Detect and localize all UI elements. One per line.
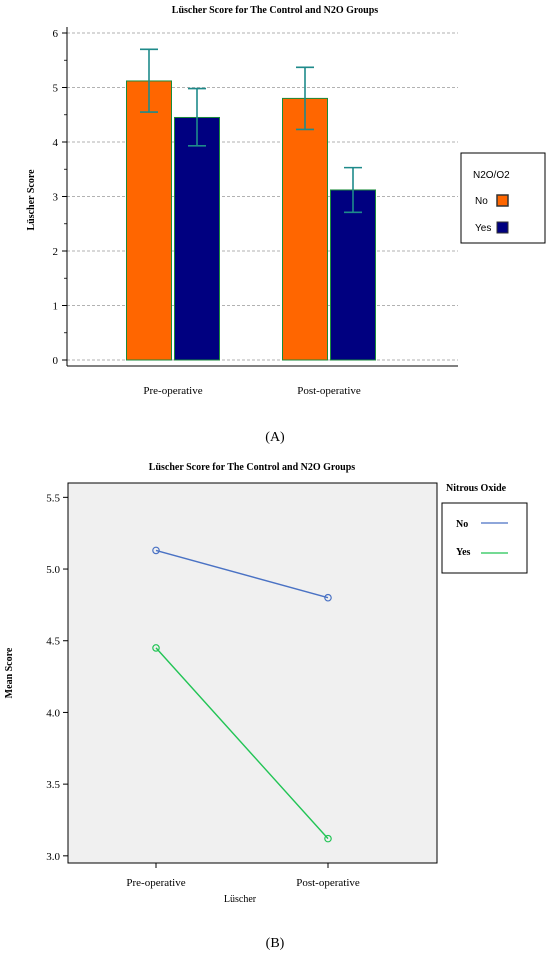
chart-b-series-lines	[155, 549, 329, 840]
chart-b-y-tick-label: 3.0	[46, 851, 60, 863]
chart-a-y-axis-label: Lüscher Score	[26, 169, 37, 231]
chart-b-title: Lüscher Score for The Control and N2O Gr…	[149, 462, 356, 473]
chart-b-line-yes	[155, 647, 329, 840]
chart-a-title: Lüscher Score for The Control and N2O Gr…	[172, 5, 379, 16]
chart-a-x-ticks: Pre-operative Post-operative	[143, 385, 361, 397]
chart-b-point-yes	[152, 644, 160, 652]
chart-a-bar-yes	[174, 116, 220, 361]
chart-b-panel-label: (B)	[266, 936, 285, 951]
chart-a-legend: N2O/O2 No Yes	[460, 152, 546, 244]
chart-a-x-tick-label: Post-operative	[297, 385, 361, 397]
chart-b-point-no	[324, 593, 332, 602]
line-chart: Lüscher Score for The Control and N2O Gr…	[4, 462, 528, 951]
chart-b-y-ticks: 3.0 3.5 4.0 4.5 5.0 5.5	[46, 492, 68, 863]
chart-b-point-yes	[324, 834, 332, 843]
chart-a-y-tick-label: 1	[53, 301, 59, 313]
chart-b-point-no	[152, 546, 160, 555]
chart-a-legend-swatch-no	[496, 194, 509, 207]
chart-a-bars	[126, 80, 376, 361]
chart-a-bar-no	[282, 97, 328, 361]
chart-b-plot-area	[67, 482, 438, 864]
chart-a-bar-no	[126, 80, 172, 361]
chart-b-x-axis-label: Lüscher	[224, 894, 257, 905]
chart-a-bar-yes	[330, 189, 376, 361]
chart-b-legend-box	[441, 502, 528, 574]
chart-a-gridlines	[67, 32, 458, 361]
chart-a-y-tick-label: 4	[53, 137, 59, 149]
chart-b-line-no	[155, 549, 329, 599]
chart-a-legend-swatch-yes	[496, 221, 509, 234]
chart-a-error-bars	[140, 48, 362, 214]
chart-a-y-tick-label: 5	[53, 83, 59, 95]
chart-b-legend: Nitrous Oxide No Yes	[441, 483, 528, 574]
chart-b-y-tick-label: 3.5	[46, 779, 60, 791]
chart-b-legend-title: Nitrous Oxide	[446, 483, 507, 494]
chart-a-y-tick-label: 6	[53, 28, 59, 40]
chart-b-y-tick-label: 4.5	[46, 636, 60, 648]
chart-b-y-tick-label: 5.0	[46, 564, 60, 576]
chart-a-y-tick-label: 3	[53, 192, 59, 204]
chart-a-y-ticks: 0 1 2 3 4 5 6	[53, 28, 67, 367]
chart-b-y-tick-label: 4.0	[46, 707, 60, 719]
bar-chart: Lüscher Score for The Control and N2O Gr…	[26, 5, 546, 445]
chart-a-legend-label-no: No	[475, 196, 488, 207]
chart-b-y-tick-label: 5.5	[46, 492, 60, 504]
chart-a-panel-label: (A)	[265, 430, 285, 445]
chart-b-x-ticks: Pre-operative Post-operative	[126, 863, 360, 889]
chart-a-y-tick-label: 2	[53, 246, 59, 258]
chart-a-x-tick-label: Pre-operative	[143, 385, 202, 397]
chart-b-points	[152, 546, 332, 843]
chart-b-legend-label-yes: Yes	[456, 547, 471, 558]
chart-a-legend-label-yes: Yes	[475, 223, 491, 234]
chart-b-x-tick-label: Post-operative	[296, 877, 360, 889]
chart-b-x-tick-label: Pre-operative	[126, 877, 185, 889]
chart-a-y-tick-label: 0	[53, 355, 59, 367]
chart-b-legend-label-no: No	[456, 519, 468, 530]
chart-b-y-axis-label: Mean Score	[4, 647, 15, 698]
chart-a-legend-title: N2O/O2	[473, 170, 510, 181]
